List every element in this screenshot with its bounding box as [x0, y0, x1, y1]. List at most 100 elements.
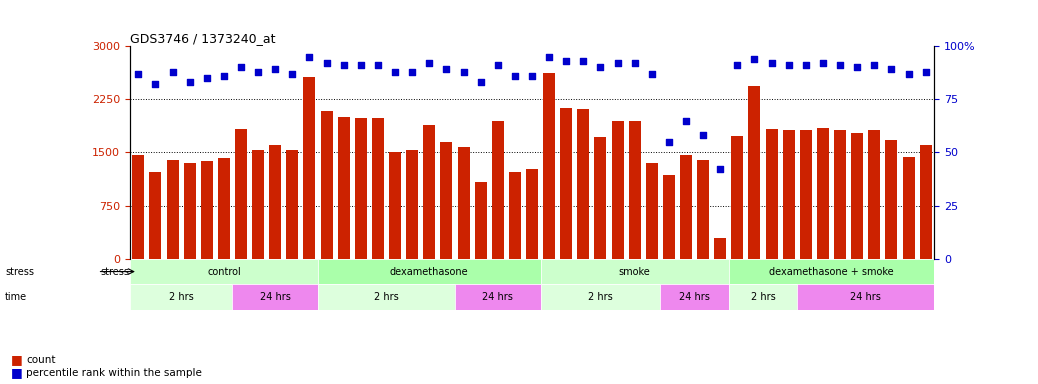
Bar [817, 127, 829, 259]
Bar [783, 130, 795, 259]
Point [421, 60, 438, 66]
Text: stress: stress [101, 266, 130, 276]
Text: 24 hrs: 24 hrs [679, 292, 710, 302]
Bar [286, 150, 298, 259]
Point [900, 71, 917, 77]
Bar [200, 161, 213, 259]
Bar [389, 152, 401, 259]
Bar [458, 147, 469, 259]
Bar [218, 158, 229, 259]
Bar [800, 131, 812, 259]
Bar [321, 111, 332, 259]
Text: stress: stress [5, 266, 34, 276]
Bar [474, 182, 487, 259]
Point [250, 68, 267, 74]
Text: 24 hrs: 24 hrs [483, 292, 513, 302]
Bar [797, 284, 934, 310]
Point [644, 71, 660, 77]
Bar [541, 259, 729, 284]
Bar [130, 259, 318, 284]
Point [797, 62, 814, 68]
Text: dexamethasone: dexamethasone [390, 266, 468, 276]
Point [233, 64, 249, 70]
Text: 2 hrs: 2 hrs [169, 292, 193, 302]
Text: 2 hrs: 2 hrs [750, 292, 775, 302]
Bar [663, 175, 675, 259]
Bar [698, 160, 709, 259]
Point [883, 66, 900, 73]
Text: 2 hrs: 2 hrs [374, 292, 399, 302]
Point [831, 62, 848, 68]
Bar [303, 76, 316, 259]
Bar [732, 136, 743, 259]
Point [198, 75, 215, 81]
Point [918, 68, 934, 74]
Point [284, 71, 301, 77]
Bar [424, 126, 435, 259]
Text: ■: ■ [10, 366, 22, 379]
Bar [440, 142, 453, 259]
Text: ■: ■ [10, 353, 22, 366]
Bar [492, 121, 503, 259]
Point [694, 132, 711, 139]
Bar [595, 137, 606, 259]
Bar [748, 86, 761, 259]
Point [404, 68, 420, 74]
Bar [526, 169, 538, 259]
Point [815, 60, 831, 66]
Bar [252, 150, 264, 259]
Point [182, 79, 198, 85]
Bar [337, 117, 350, 259]
Point [472, 79, 489, 85]
Point [575, 58, 592, 64]
Point [729, 62, 745, 68]
Bar [355, 118, 366, 259]
Bar [885, 141, 898, 259]
Bar [660, 284, 729, 310]
Bar [920, 146, 932, 259]
Text: 24 hrs: 24 hrs [850, 292, 881, 302]
Bar [629, 121, 640, 259]
Point [216, 73, 233, 79]
Point [507, 73, 523, 79]
Point [456, 68, 472, 74]
Point [319, 60, 335, 66]
Text: 2 hrs: 2 hrs [589, 292, 612, 302]
Point [164, 68, 181, 74]
Point [130, 71, 146, 77]
Bar [406, 150, 418, 259]
Bar [149, 172, 162, 259]
Bar [729, 259, 934, 284]
Text: time: time [5, 292, 27, 302]
Bar [132, 155, 144, 259]
Point [490, 62, 507, 68]
Point [541, 54, 557, 60]
Point [370, 62, 386, 68]
Bar [729, 284, 797, 310]
Point [746, 56, 763, 62]
Point [626, 60, 643, 66]
Text: smoke: smoke [619, 266, 651, 276]
Point [660, 139, 677, 145]
Bar [318, 259, 541, 284]
Bar [714, 238, 727, 259]
Bar [561, 108, 572, 259]
Point [712, 166, 729, 172]
Point [678, 118, 694, 124]
Bar [680, 155, 692, 259]
Bar [835, 130, 846, 259]
Point [592, 64, 608, 70]
Bar [235, 129, 247, 259]
Point [866, 62, 882, 68]
Point [781, 62, 797, 68]
Text: dexamethasone + smoke: dexamethasone + smoke [769, 266, 894, 276]
Text: percentile rank within the sample: percentile rank within the sample [26, 367, 201, 377]
Bar [233, 284, 318, 310]
Bar [577, 109, 590, 259]
Point [438, 66, 455, 73]
Bar [509, 172, 521, 259]
Point [267, 66, 283, 73]
Bar [318, 284, 455, 310]
Text: count: count [26, 355, 55, 365]
Point [147, 81, 164, 88]
